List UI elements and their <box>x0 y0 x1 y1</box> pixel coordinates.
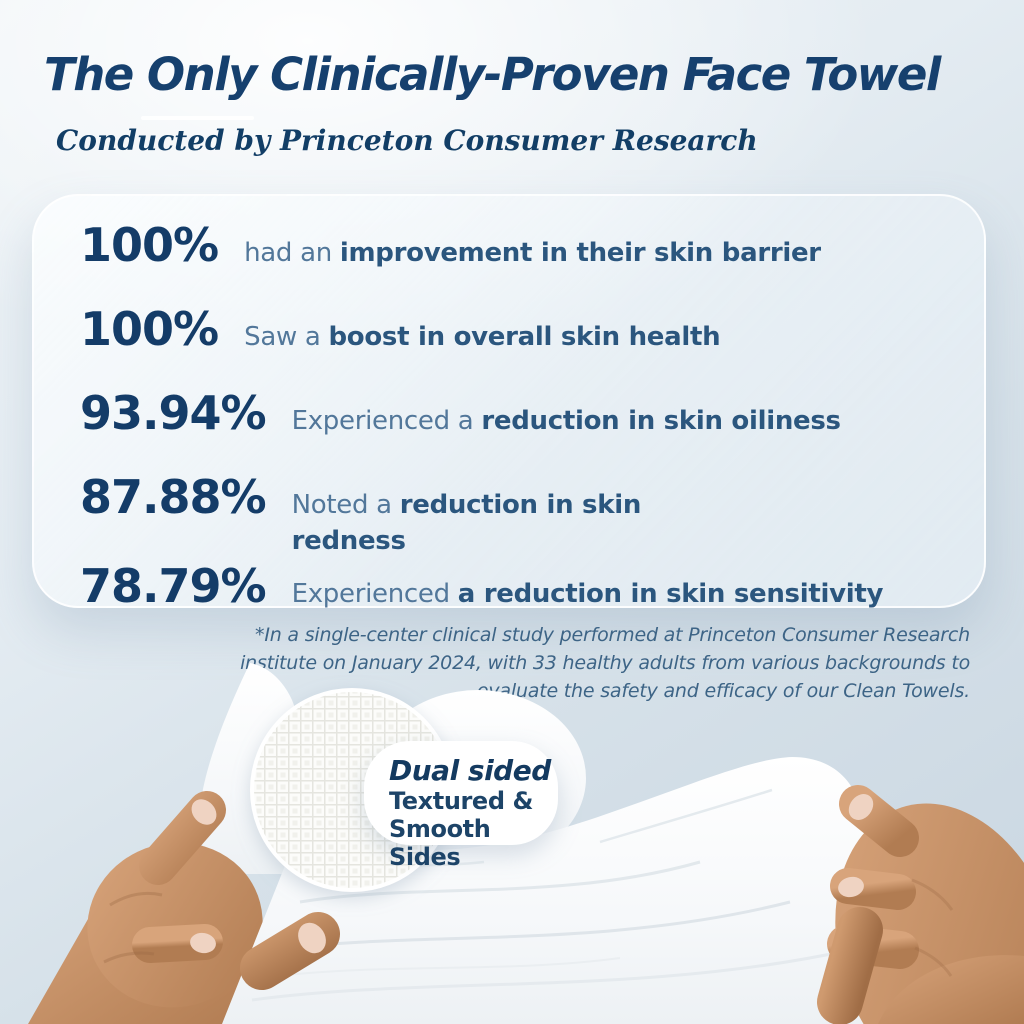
stat-percentage: 78.79% <box>80 559 267 614</box>
callout-line-2: Smooth Sides <box>389 815 491 872</box>
stat-description: Experienced a reduction in skin sensitiv… <box>292 577 884 613</box>
left-hand <box>28 791 263 1024</box>
stat-description: Saw a boost in overall skin health <box>244 320 721 356</box>
stat-description-regular: had an <box>244 238 340 268</box>
fingernail <box>191 799 217 825</box>
right-hand <box>817 785 1024 1024</box>
callout-line-1: Textured & <box>389 787 534 816</box>
stat-description-bold: a reduction in skin sensitivity <box>457 579 884 610</box>
left-thumb <box>240 912 340 990</box>
stat-row: 87.88% Noted a reduction in skin redness <box>80 474 956 560</box>
stat-description-bold: reduction in skin oiliness <box>481 405 841 436</box>
callout-title: Dual sided <box>389 754 551 787</box>
clinical-results-card: 100% had an improvement in their skin ba… <box>32 194 986 609</box>
title-underline-divider <box>141 116 254 120</box>
stat-row: 93.94% Experienced a reduction in skin o… <box>80 390 956 440</box>
study-disclaimer: *In a single-center clinical study perfo… <box>240 624 970 702</box>
stat-row: 100% Saw a boost in overall skin health <box>80 306 956 356</box>
page-title: The Only Clinically-Proven Face Towel <box>44 48 941 101</box>
stat-row: 78.79% Experienced a reduction in skin s… <box>80 563 956 613</box>
stat-description-regular: Experienced <box>291 579 458 610</box>
stat-description-bold: boost in overall skin health <box>328 321 721 352</box>
stat-row: 100% had an improvement in their skin ba… <box>80 222 956 272</box>
stat-description: had an improvement in their skin barrier <box>244 236 821 272</box>
dual-sided-callout: Dual sided Textured & Smooth Sides <box>364 741 558 871</box>
stat-percentage: 100% <box>80 218 219 272</box>
fingernail <box>190 932 216 954</box>
stretched-towel <box>222 757 918 1024</box>
fingernail <box>838 876 864 898</box>
fingernail <box>298 922 326 954</box>
stat-description: Noted a reduction in skin redness <box>291 488 642 560</box>
stat-percentage: 93.94% <box>80 385 267 440</box>
fingernail <box>848 794 874 820</box>
stat-description-regular: Saw a <box>244 321 329 352</box>
stat-percentage: 87.88% <box>80 469 267 524</box>
page-subtitle: Conducted by Princeton Consumer Research <box>56 124 758 157</box>
stat-description-regular: Noted a <box>291 489 400 520</box>
stat-description-bold: reduction in skin redness <box>291 489 642 556</box>
stat-description: Experienced a reduction in skin oiliness <box>292 404 841 440</box>
stat-percentage: 100% <box>80 301 219 356</box>
stat-description-regular: Experienced a <box>291 405 482 436</box>
stat-description-bold: improvement in their skin barrier <box>339 238 821 268</box>
